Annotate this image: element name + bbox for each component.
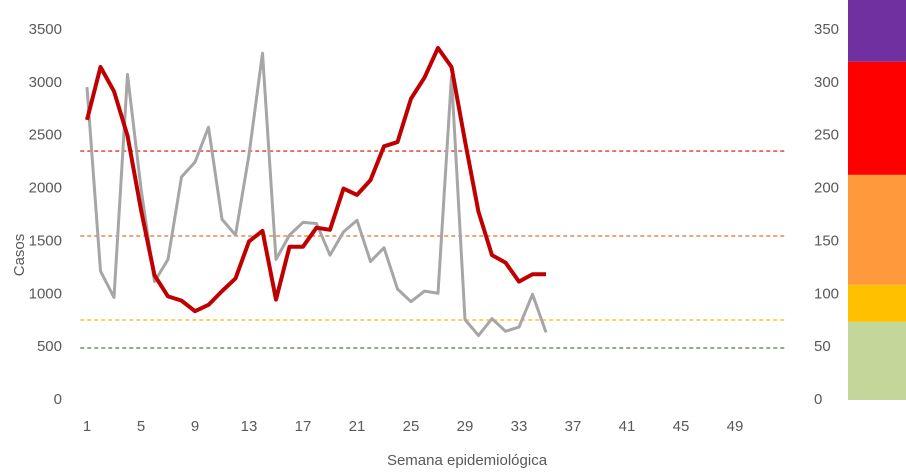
y-tick-label: 1500	[29, 232, 62, 249]
y2-tick-label: 250	[814, 127, 839, 144]
x-tick-label: 9	[191, 418, 199, 435]
threshold-band	[848, 321, 906, 400]
y-tick-label: 2000	[29, 180, 62, 197]
x-tick-label: 45	[673, 418, 690, 435]
x-tick-label: 21	[349, 418, 366, 435]
threshold-band	[848, 61, 906, 175]
y2-tick-label: 50	[814, 338, 831, 355]
x-tick-label: 33	[511, 418, 528, 435]
y2-tick-label: 0	[814, 391, 822, 408]
y-tick-label: 0	[54, 391, 62, 408]
y-tick-label: 500	[37, 338, 62, 355]
y2-tick-label: 350	[814, 21, 839, 38]
x-tick-label: 1	[83, 418, 91, 435]
x-tick-label: 5	[137, 418, 145, 435]
y-tick-label: 3500	[29, 21, 62, 38]
y-tick-label: 1000	[29, 285, 62, 302]
threshold-band	[848, 0, 906, 62]
y2-tick-label: 150	[814, 232, 839, 249]
x-tick-label: 41	[619, 418, 636, 435]
y-tick-label: 2500	[29, 127, 62, 144]
x-tick-label: 49	[727, 418, 744, 435]
y2-tick-label: 100	[814, 285, 839, 302]
series-line	[85, 51, 548, 338]
x-tick-label: 25	[403, 418, 420, 435]
x-tick-label: 13	[241, 418, 258, 435]
y2-tick-label: 200	[814, 180, 839, 197]
y-tick-label: 3000	[29, 74, 62, 91]
x-axis-label: Semana epidemiológica	[387, 452, 548, 469]
y2-tick-label: 300	[814, 74, 839, 91]
x-tick-label: 37	[565, 418, 582, 435]
threshold-band	[848, 174, 906, 285]
series-line	[85, 45, 546, 314]
x-tick-label: 29	[457, 418, 474, 435]
x-tick-label: 17	[295, 418, 312, 435]
threshold-band	[848, 284, 906, 322]
y-axis-label: Casos	[11, 234, 28, 277]
